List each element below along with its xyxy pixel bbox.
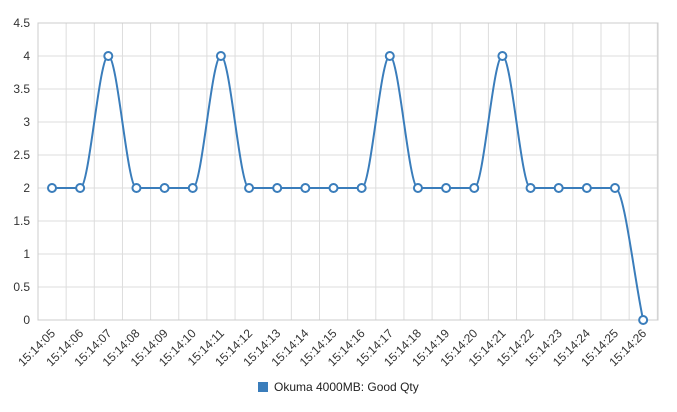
data-point[interactable]	[187, 183, 198, 193]
data-point[interactable]	[497, 51, 508, 61]
data-point[interactable]	[103, 51, 114, 61]
x-axis: 15:14:0515:14:0615:14:0715:14:0815:14:09…	[15, 326, 649, 369]
data-point[interactable]	[384, 51, 395, 61]
legend-swatch	[258, 382, 268, 392]
y-tick-label: 1	[23, 247, 30, 261]
data-point[interactable]	[412, 183, 423, 193]
y-tick-label: 0.5	[13, 280, 30, 294]
data-point[interactable]	[441, 183, 452, 193]
legend-label: Okuma 4000MB: Good Qty	[274, 380, 419, 394]
y-axis: 0 0.5 1 1.5 2 2.5 3 3.5 4 4.5	[13, 16, 30, 327]
data-point[interactable]	[47, 183, 57, 193]
y-tick-label: 3.5	[13, 82, 30, 96]
y-tick-label: 2.5	[13, 148, 30, 162]
y-tick-label: 2	[23, 181, 30, 195]
data-point[interactable]	[525, 183, 536, 193]
y-tick-label: 1.5	[13, 214, 30, 228]
data-point[interactable]	[356, 183, 367, 193]
data-point[interactable]	[300, 183, 311, 193]
legend[interactable]: Okuma 4000MB: Good Qty	[258, 380, 419, 394]
y-tick-label: 0	[23, 313, 30, 327]
data-point[interactable]	[638, 315, 649, 325]
data-point[interactable]	[581, 183, 592, 193]
data-points	[47, 51, 649, 325]
data-point[interactable]	[328, 183, 339, 193]
plot-frame	[37, 22, 659, 321]
data-point[interactable]	[553, 183, 564, 193]
y-tick-label: 4	[23, 49, 30, 63]
y-tick-label: 3	[23, 115, 30, 129]
data-point[interactable]	[610, 183, 620, 193]
data-point[interactable]	[244, 183, 255, 193]
data-point[interactable]	[75, 183, 86, 193]
y-tick-label: 4.5	[13, 16, 30, 30]
grid-lines	[37, 22, 659, 321]
data-point[interactable]	[159, 183, 170, 193]
data-point[interactable]	[469, 183, 480, 193]
data-point[interactable]	[131, 183, 142, 193]
data-point[interactable]	[272, 183, 283, 193]
data-point[interactable]	[215, 51, 226, 61]
